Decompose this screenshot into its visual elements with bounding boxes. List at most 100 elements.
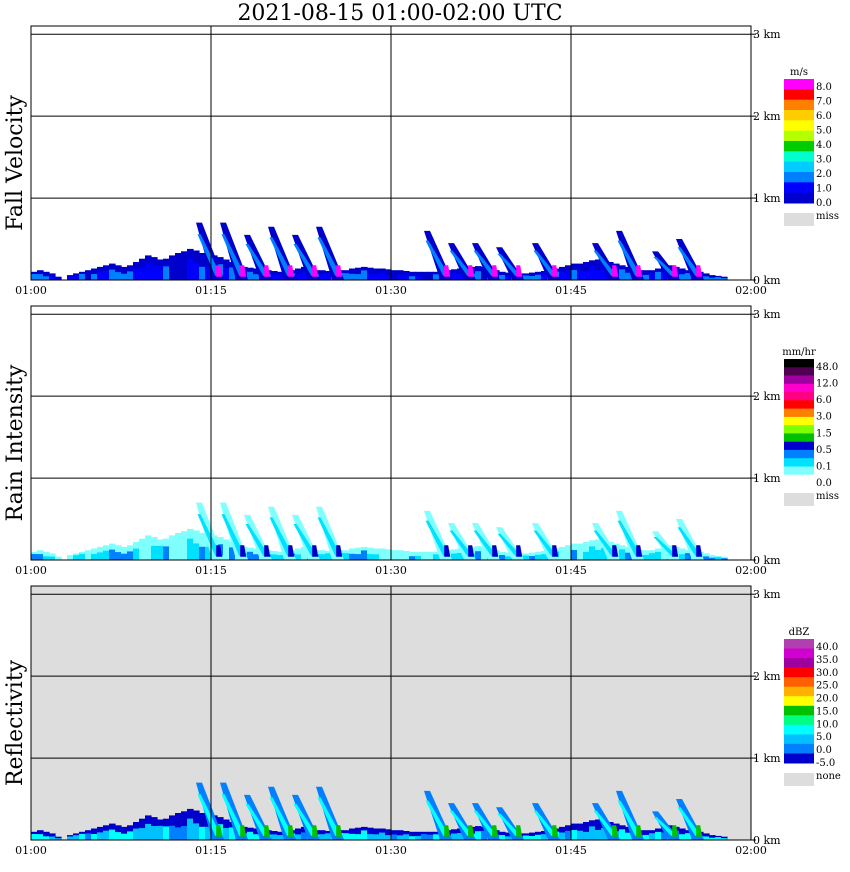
echo-core	[577, 270, 584, 280]
echo-core	[559, 832, 566, 840]
plume-core	[444, 265, 451, 277]
colorbar-label: 1.0	[816, 184, 832, 195]
echo-core	[145, 263, 152, 280]
echo-core	[115, 832, 122, 840]
echo-core	[649, 833, 656, 840]
echo-core	[73, 835, 80, 840]
plume-inner	[317, 237, 342, 276]
echo-core	[163, 826, 170, 840]
plume-core	[516, 265, 523, 277]
plume-inner	[617, 800, 642, 836]
echo-core	[703, 556, 710, 560]
x-tick-label: 01:15	[195, 564, 227, 577]
echo-column	[121, 546, 128, 560]
echo-core	[169, 825, 176, 840]
echo-core	[601, 268, 608, 280]
colorbar-swatch	[784, 425, 814, 434]
echo-core	[715, 837, 722, 840]
echo-core	[589, 826, 596, 840]
colorbar-label: 15.0	[816, 706, 838, 717]
echo-core	[703, 276, 710, 280]
echo-core	[427, 554, 434, 560]
colorbar-swatch	[784, 677, 814, 688]
echo-core	[181, 266, 188, 280]
echo-core	[505, 276, 512, 280]
y-axis-label: Fall Velocity	[3, 95, 28, 231]
echo-core	[541, 274, 548, 280]
echo-core	[541, 554, 548, 560]
echo-core	[421, 274, 428, 280]
echo-column	[199, 813, 206, 840]
colorbar-swatch	[784, 110, 814, 121]
plume-core	[240, 825, 247, 837]
plume-core	[552, 825, 559, 837]
echo-core	[55, 838, 62, 840]
echo-core	[223, 268, 230, 280]
x-tick-label: 01:45	[555, 844, 587, 857]
echo-core	[523, 555, 530, 560]
colorbar: dBZ 40.0 35.0 30.0 25.0 20.015.0 10.0 5.0 0.0 -5.…	[784, 627, 841, 786]
echo-core	[535, 274, 542, 280]
plume-core	[696, 265, 703, 277]
echo-core	[649, 273, 656, 280]
echo-core	[151, 266, 158, 280]
echo-core	[55, 278, 62, 280]
plume-inner	[653, 257, 678, 276]
echo-core	[457, 273, 464, 280]
plume-inner	[497, 813, 522, 836]
plume-core	[612, 825, 619, 837]
echo-core	[523, 275, 530, 280]
echo-core	[415, 835, 422, 840]
echo-core	[565, 550, 572, 560]
colorbar-unit: m/s	[790, 67, 808, 78]
colorbar-swatch	[784, 705, 814, 716]
echo-column	[367, 547, 374, 560]
colorbar-swatch	[784, 734, 814, 745]
colorbar-swatch	[784, 458, 814, 467]
echo-core	[109, 269, 116, 280]
echo-column	[385, 269, 392, 280]
echo-column	[583, 542, 590, 560]
plume-inner	[245, 523, 270, 556]
echo-core	[625, 832, 632, 840]
echo-core	[433, 274, 440, 280]
grid-lines	[31, 26, 751, 280]
echo-core	[643, 834, 650, 840]
colorbar-label: 5.0	[816, 732, 832, 743]
echo-core	[481, 830, 488, 840]
echo-core	[535, 554, 542, 560]
plume-inner	[677, 247, 702, 276]
plume-inner	[533, 530, 558, 556]
colorbar-swatch	[784, 383, 814, 393]
echo-core	[229, 827, 236, 840]
echo-core	[589, 546, 596, 560]
plume-core	[672, 825, 679, 837]
echo-core	[343, 553, 350, 560]
colorbar-swatch	[784, 648, 814, 659]
echo-column	[181, 251, 188, 280]
echo-column	[397, 550, 404, 560]
echo-core	[157, 265, 164, 280]
echo-core	[415, 555, 422, 560]
x-tick-label: 01:00	[15, 564, 47, 577]
echo-core	[253, 274, 260, 280]
echo-core	[205, 266, 212, 280]
colorbar-swatch	[784, 192, 814, 204]
echo-column	[355, 267, 362, 280]
echo-core	[151, 546, 158, 560]
colorbar-swatch	[784, 696, 814, 707]
echo-core	[643, 274, 650, 280]
echo-core	[391, 834, 398, 840]
echo-core	[451, 833, 458, 840]
echo-core	[721, 278, 728, 280]
y-tick-label: 1 km	[753, 752, 781, 765]
echo-core	[601, 828, 608, 840]
echo-column	[175, 813, 182, 840]
echo-core	[67, 276, 74, 280]
echo-core	[187, 538, 194, 560]
echo-core	[685, 833, 692, 840]
y-tick-label: 3 km	[753, 588, 781, 601]
colorbar-swatch	[784, 753, 814, 764]
echo-core	[421, 554, 428, 560]
echo-core	[151, 826, 158, 840]
